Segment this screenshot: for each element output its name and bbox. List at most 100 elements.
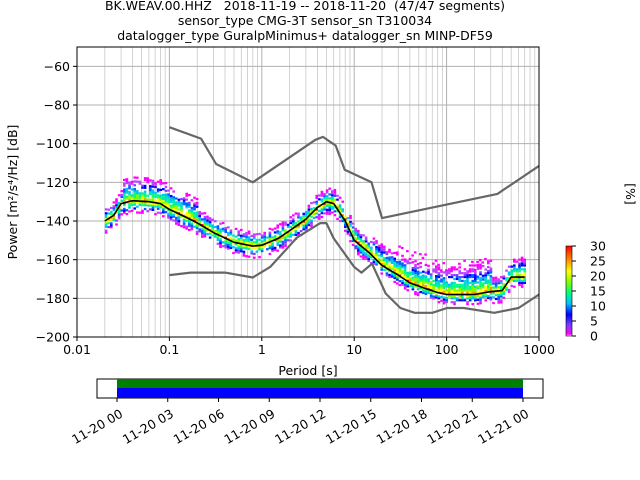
histogram-cell xyxy=(240,228,243,232)
histogram-cell xyxy=(458,295,462,298)
histogram-cell xyxy=(435,292,438,295)
histogram-cell xyxy=(375,240,378,243)
histogram-cell xyxy=(458,291,462,294)
histogram-cell xyxy=(385,264,389,267)
histogram-cell xyxy=(169,198,173,202)
histogram-cell xyxy=(125,187,129,191)
x-axis-ticks: 0.01 0.1 1 10 100 1000 xyxy=(63,337,555,357)
histogram-cell xyxy=(479,267,482,270)
histogram-cell xyxy=(143,194,147,197)
histogram-cell xyxy=(471,283,475,286)
histogram-cell xyxy=(188,213,191,216)
histogram-cell xyxy=(268,245,272,248)
histogram-cell xyxy=(138,201,142,205)
histogram-cell xyxy=(292,214,295,217)
histogram-cell xyxy=(411,286,415,289)
histogram-cell xyxy=(141,186,144,189)
histogram-cell xyxy=(354,247,358,250)
histogram-cell xyxy=(359,237,363,241)
histogram-cell xyxy=(359,239,363,243)
histogram-cell xyxy=(177,204,181,207)
histogram-cell xyxy=(284,244,287,247)
histogram-cell xyxy=(320,212,324,215)
histogram-cell xyxy=(253,246,256,250)
histogram-cell xyxy=(154,213,157,216)
histogram-cell xyxy=(434,259,438,262)
histogram-cell xyxy=(390,265,394,268)
histogram-cell xyxy=(409,271,412,274)
histogram-cell xyxy=(273,246,277,250)
histogram-cell xyxy=(164,201,168,204)
histogram-cell xyxy=(195,215,199,218)
histogram-cell xyxy=(492,278,495,281)
histogram-cell xyxy=(458,272,462,275)
histogram-cell xyxy=(411,284,415,287)
histogram-cell xyxy=(302,224,306,227)
histogram-cell xyxy=(390,259,394,263)
histogram-cell xyxy=(463,287,467,290)
histogram-cell xyxy=(346,232,350,235)
histogram-cell xyxy=(481,286,485,289)
histogram-cell xyxy=(240,250,243,253)
histogram-cell xyxy=(268,243,272,246)
histogram-cell xyxy=(411,278,415,281)
histogram-cell xyxy=(227,241,230,244)
histogram-cell xyxy=(310,213,313,216)
histogram-cell xyxy=(195,201,199,204)
histogram-cell xyxy=(481,293,485,297)
histogram-cell xyxy=(286,235,290,238)
histogram-cell xyxy=(224,246,228,249)
histogram-cell xyxy=(336,204,339,207)
histogram-cell xyxy=(180,225,183,228)
histogram-cell xyxy=(115,211,118,215)
histogram-cell xyxy=(520,281,524,284)
histogram-cell xyxy=(315,194,319,198)
histogram-cell xyxy=(432,285,436,289)
histogram-cell xyxy=(208,220,212,224)
histogram-cell xyxy=(310,207,313,211)
histogram-cell xyxy=(190,228,194,231)
histogram-cell xyxy=(133,197,137,200)
histogram-cell xyxy=(370,240,373,243)
histogram-cell xyxy=(445,281,449,284)
histogram-cell xyxy=(247,242,251,245)
histogram-cell xyxy=(237,243,241,247)
histogram-cell xyxy=(169,218,173,221)
histogram-cell xyxy=(396,274,399,277)
histogram-cell xyxy=(188,228,191,232)
histogram-cell xyxy=(507,265,511,268)
histogram-cell xyxy=(453,281,456,284)
histogram-cell xyxy=(104,212,108,215)
histogram-cell xyxy=(307,210,311,213)
histogram-cell xyxy=(346,230,350,233)
histogram-cell xyxy=(468,274,472,277)
histogram-cell xyxy=(167,193,170,196)
histogram-cell xyxy=(400,246,404,250)
histogram-cell xyxy=(247,240,251,243)
histogram-cell xyxy=(138,198,142,201)
x-tick-label: 1 xyxy=(258,342,266,357)
histogram-cell xyxy=(305,212,308,215)
histogram-cell xyxy=(271,228,274,231)
histogram-cell xyxy=(154,182,157,185)
histogram-cell xyxy=(143,207,147,211)
histogram-cell xyxy=(484,299,488,302)
histogram-cell xyxy=(494,280,498,283)
histogram-cell xyxy=(481,264,485,268)
histogram-cell xyxy=(221,229,225,232)
histogram-cell xyxy=(253,252,256,255)
histogram-cell xyxy=(338,196,342,199)
histogram-cell xyxy=(502,285,506,288)
histogram-cell xyxy=(416,291,420,295)
histogram-cell xyxy=(396,276,399,279)
histogram-cell xyxy=(442,284,446,288)
histogram-cell xyxy=(375,257,378,260)
histogram-cell xyxy=(271,242,274,245)
histogram-cell xyxy=(468,291,472,294)
histogram-cell xyxy=(253,233,256,236)
histogram-cell xyxy=(476,260,479,264)
histogram-cell xyxy=(479,277,482,280)
histogram-cell xyxy=(424,253,427,256)
histogram-cell xyxy=(219,240,222,243)
timeline-tick-label: 11-20 06 xyxy=(171,406,227,447)
